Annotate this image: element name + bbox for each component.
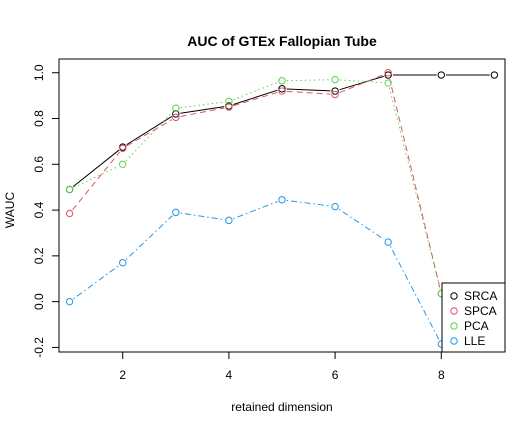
x-tick-label: 4 <box>226 368 233 382</box>
data-point <box>384 79 392 87</box>
data-point <box>384 238 392 246</box>
series-spca <box>65 69 445 298</box>
series-segment <box>286 90 331 95</box>
data-point <box>278 87 286 95</box>
data-point <box>331 90 339 99</box>
series-segment <box>339 74 385 94</box>
plot-frame <box>58 58 506 353</box>
y-tick-label: 1.0 <box>32 64 46 81</box>
data-point <box>65 209 74 218</box>
data-point <box>65 297 74 306</box>
data-point <box>119 259 127 267</box>
series-segment <box>388 77 441 290</box>
series-srca <box>65 71 499 194</box>
series-segment <box>286 199 331 207</box>
data-point <box>331 202 339 211</box>
x-tick-label: 6 <box>332 368 339 382</box>
series-segment <box>233 201 278 220</box>
y-axis-label: WAUC <box>3 192 17 229</box>
data-point <box>278 196 286 204</box>
legend-marker <box>450 292 458 300</box>
data-point <box>384 71 392 79</box>
legend-box <box>441 282 506 353</box>
axes: 2 4 6 8 -0.2 0.0 0.2 0.4 0.6 0.8 1.0 <box>32 64 445 382</box>
data-point <box>490 71 499 79</box>
data-point <box>331 75 339 84</box>
series-segment <box>233 89 278 105</box>
legend-label: SRCA <box>464 289 497 303</box>
data-point <box>172 113 180 122</box>
series-segment <box>73 265 120 300</box>
series-segment <box>72 151 121 211</box>
legend-label: PCA <box>464 319 489 333</box>
series-segment <box>72 149 120 187</box>
series-segment <box>180 212 225 221</box>
y-tick-label: 0.2 <box>32 247 46 264</box>
data-point <box>172 208 180 217</box>
series-segment <box>339 75 384 91</box>
series-segment <box>125 111 173 162</box>
series-segment <box>180 107 225 117</box>
y-tick-label: 0.8 <box>32 110 46 127</box>
data-point <box>65 185 74 194</box>
series-segment <box>180 101 225 109</box>
series-segment <box>126 116 173 146</box>
chart-title: AUC of GTEx Fallopian Tube <box>187 33 377 49</box>
x-axis-label: retained dimension <box>231 400 332 414</box>
legend-marker <box>450 307 458 315</box>
series-segment <box>125 215 173 260</box>
series-segment <box>286 88 331 92</box>
series-segment <box>233 91 278 107</box>
x-tick-label: 2 <box>119 368 126 382</box>
series-segment <box>286 79 331 82</box>
y-tick-label: -0.2 <box>32 337 46 358</box>
data-point <box>172 104 180 112</box>
series-segment <box>338 208 385 240</box>
y-tick-label: 0.4 <box>32 201 46 218</box>
series-segment <box>73 165 119 188</box>
series-pca <box>65 75 445 298</box>
legend-label: SPCA <box>464 304 497 318</box>
series-segment <box>388 87 441 290</box>
legend-marker <box>450 322 458 330</box>
y-tick-label: 0.6 <box>32 156 46 173</box>
data-point <box>172 110 180 118</box>
data-point <box>278 77 286 85</box>
legend-label: LLE <box>464 334 485 348</box>
x-tick-label: 8 <box>438 368 445 382</box>
series-segment <box>233 81 278 101</box>
series-lle <box>65 196 445 348</box>
data-point <box>225 103 233 111</box>
legend-marker <box>450 337 458 345</box>
data-point <box>119 144 127 152</box>
series-segment <box>180 106 225 114</box>
y-tick-label: 0.0 <box>32 293 46 310</box>
series-segment <box>389 246 440 341</box>
series-segment <box>126 119 172 147</box>
data-point <box>225 97 233 106</box>
series-segment <box>339 79 384 84</box>
data-point <box>225 216 233 225</box>
data-point <box>119 160 127 168</box>
data-point <box>384 69 392 77</box>
series-layer <box>65 69 499 348</box>
data-point <box>331 87 339 95</box>
data-point <box>437 71 445 79</box>
data-point <box>278 85 286 93</box>
